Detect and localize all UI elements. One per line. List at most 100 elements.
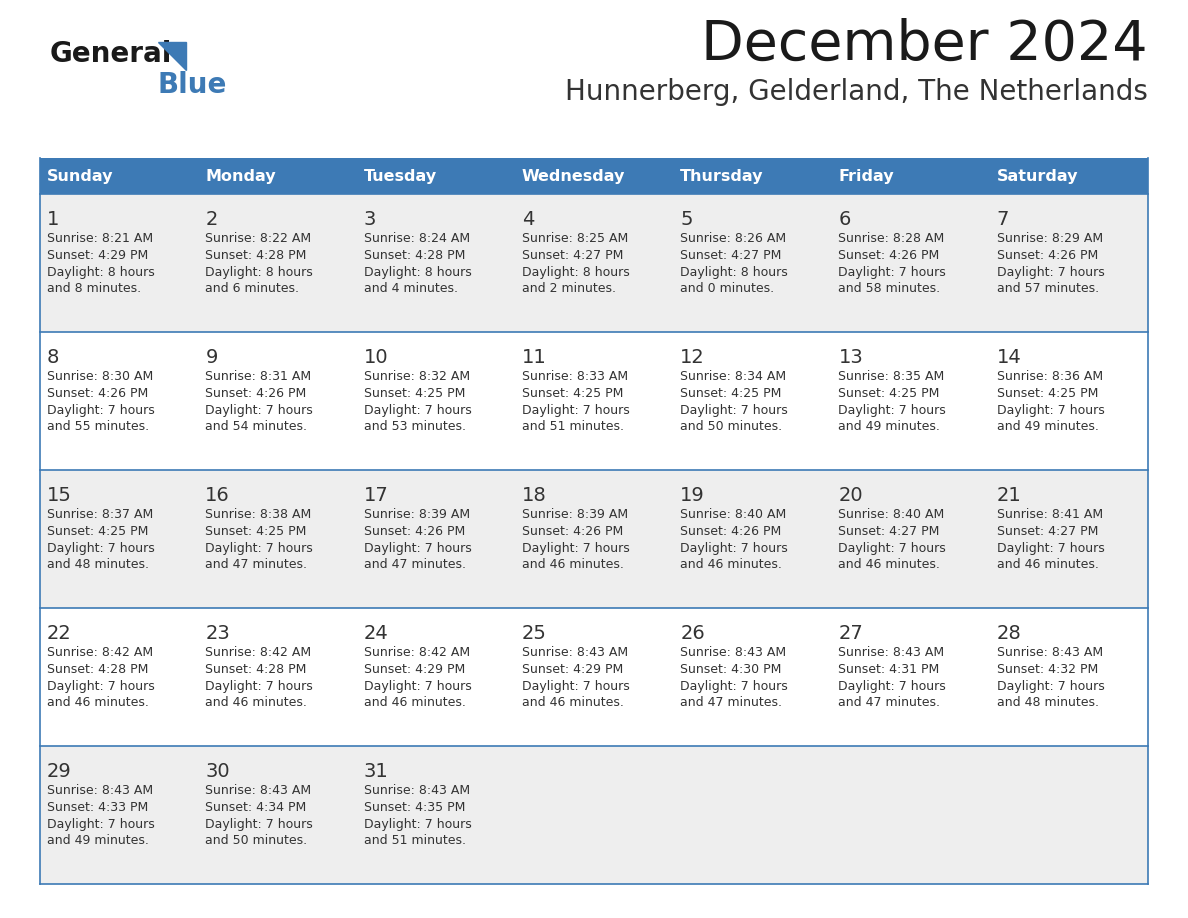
Text: Sunset: 4:28 PM: Sunset: 4:28 PM: [206, 249, 307, 262]
Text: Sunrise: 8:39 AM: Sunrise: 8:39 AM: [522, 508, 628, 521]
Text: Sunrise: 8:32 AM: Sunrise: 8:32 AM: [364, 370, 469, 383]
Text: and 46 minutes.: and 46 minutes.: [839, 558, 941, 571]
Text: Sunset: 4:26 PM: Sunset: 4:26 PM: [681, 525, 782, 538]
Text: Daylight: 7 hours: Daylight: 7 hours: [48, 680, 154, 693]
Text: Sunrise: 8:25 AM: Sunrise: 8:25 AM: [522, 232, 628, 245]
Text: Sunset: 4:26 PM: Sunset: 4:26 PM: [48, 387, 148, 400]
Text: Friday: Friday: [839, 169, 895, 184]
Bar: [514, 158, 674, 194]
Text: Daylight: 8 hours: Daylight: 8 hours: [206, 266, 312, 279]
Text: Sunset: 4:30 PM: Sunset: 4:30 PM: [681, 663, 782, 676]
Text: Sunset: 4:25 PM: Sunset: 4:25 PM: [48, 525, 148, 538]
Text: Daylight: 7 hours: Daylight: 7 hours: [839, 266, 946, 279]
Text: Sunset: 4:26 PM: Sunset: 4:26 PM: [997, 249, 1098, 262]
Text: Sunset: 4:27 PM: Sunset: 4:27 PM: [997, 525, 1098, 538]
Text: 2: 2: [206, 210, 217, 229]
Text: and 4 minutes.: and 4 minutes.: [364, 282, 457, 295]
Text: Sunrise: 8:28 AM: Sunrise: 8:28 AM: [839, 232, 944, 245]
Text: Sunset: 4:25 PM: Sunset: 4:25 PM: [839, 387, 940, 400]
Text: Sunset: 4:25 PM: Sunset: 4:25 PM: [997, 387, 1098, 400]
Text: 23: 23: [206, 624, 230, 643]
Text: 15: 15: [48, 486, 72, 505]
Text: Sunrise: 8:43 AM: Sunrise: 8:43 AM: [364, 784, 469, 797]
Bar: [990, 158, 1148, 194]
Text: Saturday: Saturday: [997, 169, 1079, 184]
Text: Sunrise: 8:39 AM: Sunrise: 8:39 AM: [364, 508, 469, 521]
Text: Daylight: 7 hours: Daylight: 7 hours: [997, 680, 1105, 693]
Text: 6: 6: [839, 210, 851, 229]
Text: General: General: [50, 40, 172, 68]
Text: 3: 3: [364, 210, 375, 229]
Text: Thursday: Thursday: [681, 169, 764, 184]
Text: Sunrise: 8:26 AM: Sunrise: 8:26 AM: [681, 232, 786, 245]
Text: Daylight: 7 hours: Daylight: 7 hours: [997, 542, 1105, 555]
Text: and 46 minutes.: and 46 minutes.: [997, 558, 1099, 571]
Text: 8: 8: [48, 348, 59, 367]
Text: and 47 minutes.: and 47 minutes.: [839, 696, 941, 709]
Text: Sunrise: 8:35 AM: Sunrise: 8:35 AM: [839, 370, 944, 383]
Text: Sunrise: 8:43 AM: Sunrise: 8:43 AM: [997, 646, 1102, 659]
Text: Sunset: 4:27 PM: Sunset: 4:27 PM: [522, 249, 624, 262]
Text: Daylight: 8 hours: Daylight: 8 hours: [364, 266, 472, 279]
Text: Sunrise: 8:33 AM: Sunrise: 8:33 AM: [522, 370, 628, 383]
Bar: [40, 470, 1148, 608]
Text: 10: 10: [364, 348, 388, 367]
Text: 5: 5: [681, 210, 693, 229]
Text: 4: 4: [522, 210, 535, 229]
Text: 27: 27: [839, 624, 864, 643]
Text: Sunrise: 8:24 AM: Sunrise: 8:24 AM: [364, 232, 469, 245]
Bar: [40, 332, 1148, 470]
Text: and 48 minutes.: and 48 minutes.: [48, 558, 148, 571]
Text: and 55 minutes.: and 55 minutes.: [48, 420, 150, 433]
Text: Daylight: 7 hours: Daylight: 7 hours: [206, 680, 312, 693]
Text: Daylight: 7 hours: Daylight: 7 hours: [364, 404, 472, 417]
Text: Daylight: 8 hours: Daylight: 8 hours: [522, 266, 630, 279]
Text: Daylight: 7 hours: Daylight: 7 hours: [839, 680, 946, 693]
Text: Daylight: 7 hours: Daylight: 7 hours: [364, 542, 472, 555]
Text: Tuesday: Tuesday: [364, 169, 437, 184]
Polygon shape: [158, 42, 187, 70]
Text: Daylight: 7 hours: Daylight: 7 hours: [48, 542, 154, 555]
Text: Daylight: 7 hours: Daylight: 7 hours: [206, 542, 312, 555]
Text: and 46 minutes.: and 46 minutes.: [48, 696, 148, 709]
Text: Sunset: 4:35 PM: Sunset: 4:35 PM: [364, 801, 465, 814]
Text: Sunset: 4:31 PM: Sunset: 4:31 PM: [839, 663, 940, 676]
Text: 20: 20: [839, 486, 862, 505]
Bar: [40, 608, 1148, 746]
Text: and 58 minutes.: and 58 minutes.: [839, 282, 941, 295]
Text: and 46 minutes.: and 46 minutes.: [522, 558, 624, 571]
Bar: [674, 158, 832, 194]
Text: Sunset: 4:34 PM: Sunset: 4:34 PM: [206, 801, 307, 814]
Bar: [40, 746, 1148, 884]
Text: 7: 7: [997, 210, 1009, 229]
Text: 26: 26: [681, 624, 704, 643]
Text: Sunset: 4:25 PM: Sunset: 4:25 PM: [364, 387, 465, 400]
Text: Sunset: 4:29 PM: Sunset: 4:29 PM: [364, 663, 465, 676]
Text: 31: 31: [364, 762, 388, 781]
Text: Sunset: 4:32 PM: Sunset: 4:32 PM: [997, 663, 1098, 676]
Bar: [198, 158, 356, 194]
Text: 25: 25: [522, 624, 546, 643]
Text: Daylight: 7 hours: Daylight: 7 hours: [48, 818, 154, 831]
Text: Daylight: 7 hours: Daylight: 7 hours: [839, 404, 946, 417]
Text: and 49 minutes.: and 49 minutes.: [839, 420, 941, 433]
Text: 24: 24: [364, 624, 388, 643]
Text: Sunset: 4:26 PM: Sunset: 4:26 PM: [364, 525, 465, 538]
Text: 13: 13: [839, 348, 864, 367]
Text: Sunset: 4:28 PM: Sunset: 4:28 PM: [206, 663, 307, 676]
Text: Daylight: 7 hours: Daylight: 7 hours: [522, 680, 630, 693]
Text: Sunrise: 8:42 AM: Sunrise: 8:42 AM: [48, 646, 153, 659]
Text: Sunrise: 8:43 AM: Sunrise: 8:43 AM: [839, 646, 944, 659]
Text: and 2 minutes.: and 2 minutes.: [522, 282, 615, 295]
Text: Monday: Monday: [206, 169, 276, 184]
Text: and 47 minutes.: and 47 minutes.: [364, 558, 466, 571]
Bar: [356, 158, 514, 194]
Text: Sunrise: 8:37 AM: Sunrise: 8:37 AM: [48, 508, 153, 521]
Text: Daylight: 7 hours: Daylight: 7 hours: [997, 266, 1105, 279]
Text: 17: 17: [364, 486, 388, 505]
Text: Sunrise: 8:30 AM: Sunrise: 8:30 AM: [48, 370, 153, 383]
Text: Sunset: 4:27 PM: Sunset: 4:27 PM: [839, 525, 940, 538]
Text: 18: 18: [522, 486, 546, 505]
Text: Sunset: 4:27 PM: Sunset: 4:27 PM: [681, 249, 782, 262]
Text: and 50 minutes.: and 50 minutes.: [206, 834, 308, 847]
